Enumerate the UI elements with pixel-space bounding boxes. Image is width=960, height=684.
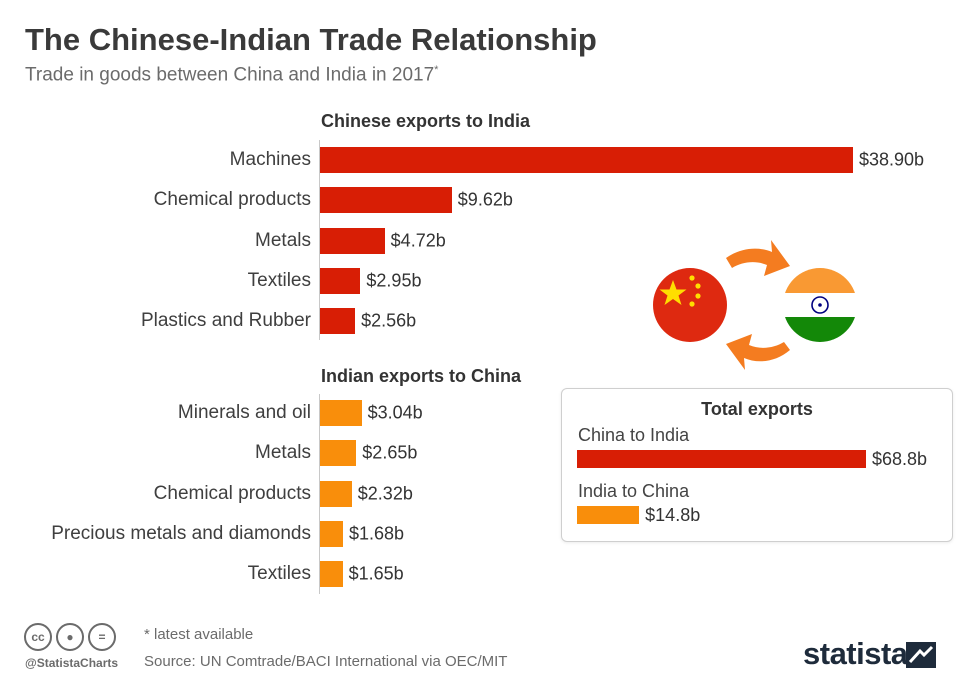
cc-icon: cc (24, 623, 52, 651)
india-export-label-precious-metals-and-diamonds: Precious metals and diamonds (51, 522, 311, 544)
statista-logo-icon (906, 642, 936, 668)
china-export-bar-plastics-and-rubber (320, 308, 356, 335)
india-export-label-metals: Metals (255, 442, 311, 464)
nd-icon: = (88, 623, 116, 651)
china-export-bar-chemical-products (320, 187, 452, 214)
trade-flags-graphic (653, 240, 857, 370)
arrow-to-india-icon (726, 240, 790, 276)
india-export-bar-minerals-and-oil (320, 400, 362, 426)
india-export-value-chemical-products: $2.32b (357, 483, 413, 504)
total-value-india-to-china: $14.8b (645, 505, 701, 525)
china-export-value-machines: $38.90b (859, 149, 925, 170)
section-title-indian-exports: Indian exports to China (321, 366, 522, 386)
india-export-bar-metals (320, 440, 357, 467)
china-export-value-plastics-and-rubber: $2.56b (361, 310, 417, 331)
india-export-value-precious-metals-and-diamonds: $1.68b (349, 523, 405, 544)
section-title-chinese-exports: Chinese exports to India (321, 111, 531, 131)
china-export-value-metals: $4.72b (390, 230, 446, 251)
total-label-china-to-india: China to India (578, 425, 690, 445)
total-value-china-to-india: $68.8b (872, 449, 928, 469)
axis-line-indian-exports (319, 394, 320, 594)
china-export-label-chemical-products: Chemical products (153, 189, 311, 211)
license-icons: cc ● = (24, 623, 120, 651)
total-exports-box: Total exports China to India $68.8b Indi… (561, 388, 953, 542)
total-bar-china-to-india (577, 450, 866, 468)
india-flag-icon (783, 268, 857, 342)
india-export-value-metals: $2.65b (362, 442, 418, 463)
india-export-value-minerals-and-oil: $3.04b (367, 402, 423, 423)
china-export-bar-textiles (320, 267, 361, 294)
china-export-value-chemical-products: $9.62b (457, 189, 513, 210)
china-export-label-plastics-and-rubber: Plastics and Rubber (140, 310, 311, 332)
subtitle-footnote-mark: * (434, 64, 439, 76)
by-icon: ● (56, 623, 84, 651)
chart-title: The Chinese-Indian Trade Relationship (25, 22, 597, 57)
china-export-value-textiles: $2.95b (366, 270, 422, 291)
source-note: Source: UN Comtrade/BACI International v… (144, 653, 508, 670)
statista-logo: statista (803, 636, 908, 671)
india-export-label-textiles: Textiles (247, 563, 311, 585)
total-label-india-to-china: India to China (578, 481, 690, 501)
total-bar-india-to-china (577, 506, 640, 524)
india-export-label-chemical-products: Chemical products (153, 482, 311, 504)
total-exports-title: Total exports (701, 399, 813, 419)
china-export-label-metals: Metals (255, 229, 311, 251)
subtitle-text: Trade in goods between China and India i… (25, 64, 435, 86)
chart-subtitle: Trade in goods between China and India i… (25, 64, 438, 86)
footnote: * latest available (144, 626, 254, 643)
china-export-bar-machines (320, 147, 853, 173)
china-export-label-textiles: Textiles (247, 269, 311, 291)
india-export-bar-textiles (320, 561, 343, 588)
india-export-bar-precious-metals-and-diamonds (320, 520, 344, 547)
china-flag-icon (653, 268, 727, 342)
india-export-value-textiles: $1.65b (348, 563, 404, 584)
india-export-bar-chemical-products (320, 480, 352, 507)
china-export-bar-metals (320, 227, 385, 254)
china-export-label-machines: Machines (229, 149, 311, 170)
axis-line-chinese-exports (319, 140, 320, 340)
india-export-label-minerals-and-oil: Minerals and oil (177, 402, 311, 423)
arrow-to-china-icon (726, 334, 790, 370)
statista-handle: @StatistaCharts (25, 656, 119, 670)
